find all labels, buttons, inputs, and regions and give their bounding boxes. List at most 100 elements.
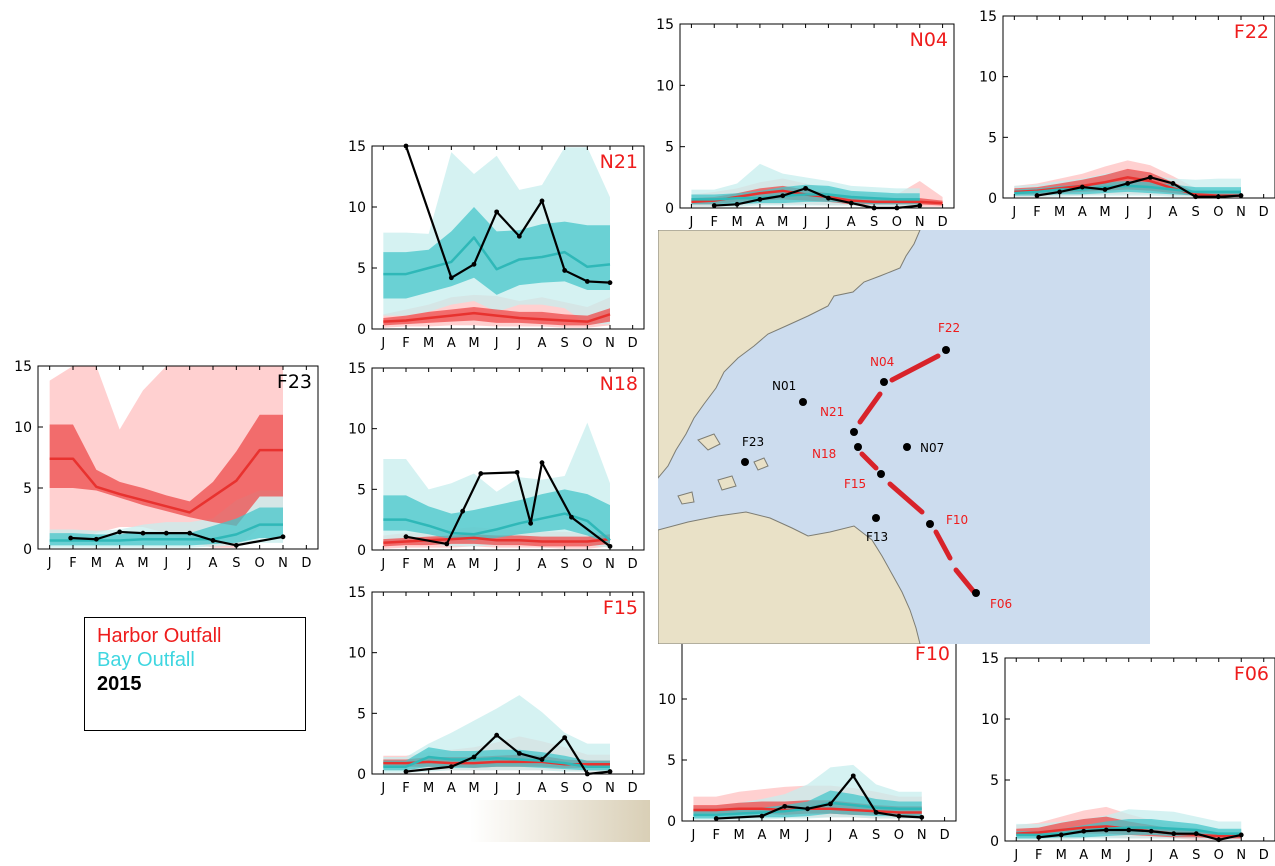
- chart-f10: 051015JFMAMJJASONDF10: [658, 631, 957, 843]
- y-tick-label-n18-10: 10: [348, 422, 366, 438]
- station-dot-n01: [799, 398, 807, 406]
- year-point-f22-4: [1125, 181, 1131, 186]
- station-dot-n07: [903, 443, 911, 451]
- year-point-n18-5: [528, 520, 534, 526]
- year-point-n18-1: [444, 541, 450, 547]
- x-tick-label-n04-8: S: [870, 215, 878, 230]
- x-tick-label-n18-6: J: [516, 557, 521, 572]
- station-title-n18: N18: [600, 373, 638, 395]
- station-label-n07: N07: [920, 441, 944, 455]
- bay-median-line-f15: [383, 755, 610, 768]
- year-point-n18-3: [478, 471, 484, 476]
- map-island-1: [697, 433, 721, 451]
- year-point-f22-1: [1057, 189, 1063, 195]
- x-tick-label-n04-9: O: [892, 215, 902, 230]
- x-tick-label-f10-7: A: [849, 828, 858, 843]
- x-tick-label-n21-1: F: [402, 336, 409, 351]
- x-tick-label-f22-4: M: [1099, 205, 1110, 220]
- bay-median-line-f06: [1016, 826, 1242, 837]
- map-edge-blend: [470, 800, 650, 842]
- year-point-f10-7: [896, 813, 902, 819]
- x-tick-label-f06-11: D: [1259, 848, 1269, 863]
- x-tick-label-n04-11: D: [938, 215, 948, 230]
- x-tick-label-n21-0: J: [380, 336, 385, 351]
- x-tick-label-f06-3: A: [1079, 848, 1088, 863]
- year-point-f10-3: [805, 806, 810, 812]
- x-tick-label-f23-3: A: [115, 556, 124, 571]
- x-tick-label-f22-7: A: [1169, 205, 1178, 220]
- y-tick-label-f22-5: 5: [988, 130, 997, 146]
- year-point-f15-4: [516, 750, 522, 756]
- x-tick-label-n04-6: J: [825, 215, 830, 230]
- x-tick-label-f23-9: O: [255, 556, 265, 571]
- x-tick-label-f15-3: A: [447, 781, 456, 796]
- year-point-f10-2: [782, 803, 788, 809]
- map-island-4: [677, 491, 695, 505]
- y-tick-label-f06-10: 10: [981, 712, 999, 728]
- x-tick-label-f15-2: M: [423, 781, 434, 796]
- station-dot-f15: [877, 470, 885, 478]
- x-tick-label-f23-11: D: [301, 556, 311, 571]
- year-point-f06-5: [1148, 828, 1154, 834]
- x-tick-label-f10-8: S: [872, 828, 880, 843]
- legend-harbor-outfall: Harbor Outfall: [97, 625, 222, 647]
- chart-panel-n04: 0 5 10 15 J F M A M J J A S O N D N04: [640, 8, 970, 236]
- y-tick-label-n04-0: 0: [665, 201, 674, 217]
- y-tick-label-f06-0: 0: [990, 834, 999, 850]
- y-tick-label-n18-5: 5: [357, 482, 366, 498]
- x-tick-label-n18-2: M: [423, 557, 434, 572]
- x-tick-label-f10-5: J: [805, 828, 810, 843]
- year-point-n21-3: [494, 209, 500, 215]
- y-tick-label-n21-15: 15: [348, 139, 366, 155]
- x-tick-label-f22-6: J: [1147, 205, 1152, 220]
- x-tick-label-f15-7: A: [538, 781, 547, 796]
- plot-frame-n18: [371, 367, 645, 551]
- year-point-n21-4: [516, 233, 522, 239]
- year-point-f23-4: [163, 530, 169, 536]
- x-tick-label-n04-2: M: [731, 215, 742, 230]
- bay-median-line-f22: [1014, 184, 1241, 195]
- x-tick-label-n21-8: S: [561, 336, 569, 351]
- track-segment-5: [933, 529, 953, 561]
- station-title-f23: F23: [277, 371, 312, 393]
- y-tick-label-f15-5: 5: [357, 706, 366, 722]
- year-point-n04-2: [757, 197, 763, 202]
- station-dot-n21: [850, 428, 858, 436]
- y-tick-label-f22-10: 10: [979, 70, 997, 86]
- track-segment-2: [857, 391, 883, 425]
- station-title-f06: F06: [1234, 663, 1269, 685]
- year-point-f10-6: [873, 810, 879, 815]
- x-tick-label-n18-8: S: [561, 557, 569, 572]
- x-tick-label-n21-3: A: [447, 336, 456, 351]
- year-point-n21-5: [539, 198, 545, 204]
- y-tick-label-f10-0: 0: [667, 814, 676, 830]
- x-tick-label-f10-11: D: [940, 828, 950, 843]
- chart-panel-f23: 0 5 10 15 J F M A M J J A S O N D F23: [0, 354, 330, 580]
- y-tick-label-n04-10: 10: [656, 78, 674, 94]
- y-tick-label-n21-5: 5: [357, 261, 366, 277]
- outfall-track: [857, 353, 977, 595]
- station-label-f22: F22: [938, 321, 960, 335]
- year-point-f23-1: [93, 536, 99, 542]
- year-point-n04-5: [826, 195, 831, 201]
- track-segment-4: [887, 481, 925, 515]
- track-segment-6: [953, 567, 977, 595]
- station-title-n21: N21: [600, 151, 638, 173]
- legend: Harbor Outfall Bay Outfall 2015: [84, 617, 306, 731]
- year-point-f06-3: [1103, 827, 1109, 833]
- plot-frame-f15: [371, 591, 645, 775]
- bay-median-line-n21: [383, 236, 611, 276]
- year-point-n21-6: [562, 268, 568, 273]
- x-tick-label-n18-4: M: [468, 557, 479, 572]
- x-tick-label-f23-7: A: [209, 556, 218, 571]
- year-point-n21-7: [584, 279, 590, 284]
- x-tick-label-f22-11: D: [1259, 205, 1269, 220]
- x-tick-label-f15-6: J: [516, 781, 521, 796]
- y-tick-label-f23-0: 0: [23, 542, 32, 558]
- x-tick-label-n21-7: A: [538, 336, 547, 351]
- year-point-f06-4: [1126, 827, 1132, 833]
- track-segment-3: [859, 451, 879, 471]
- plot-background-n04: [680, 24, 954, 208]
